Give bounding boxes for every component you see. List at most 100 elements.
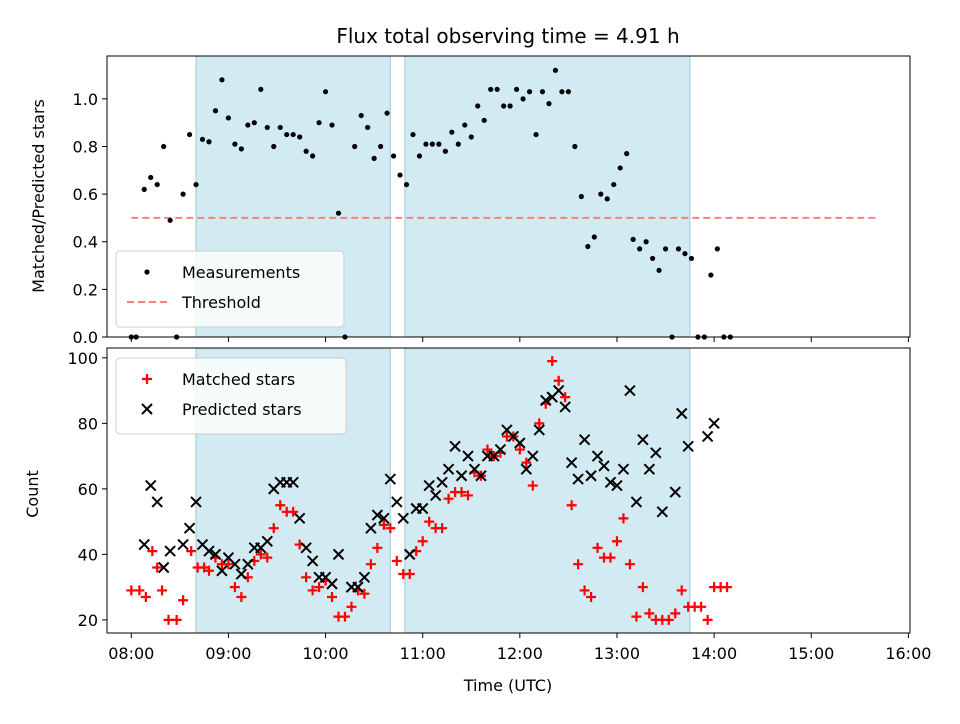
legend: Measurements Threshold: [115, 250, 345, 328]
data-point: [578, 193, 584, 200]
data-point: [591, 450, 604, 462]
data-point: [456, 487, 467, 498]
series-predicted-stars: [138, 384, 720, 593]
data-point: [332, 548, 345, 561]
data-point: [199, 136, 206, 142]
data-point: [455, 470, 468, 482]
data-point: [303, 148, 309, 154]
data-point: [494, 86, 500, 92]
data-point: [352, 581, 364, 593]
y-tick-label: 0.8: [73, 137, 98, 156]
data-point: [520, 96, 526, 102]
data-point: [203, 565, 214, 576]
legend-marker: [141, 403, 153, 415]
data-point: [186, 546, 197, 557]
data-point: [702, 614, 713, 625]
data-point: [676, 585, 687, 596]
data-point: [488, 86, 494, 92]
data-point: [592, 542, 603, 553]
data-point: [624, 559, 635, 570]
legend-label: Threshold: [181, 293, 261, 312]
data-point: [245, 122, 251, 128]
data-point: [552, 67, 559, 73]
data-point: [258, 86, 264, 92]
data-point: [404, 569, 415, 580]
data-point: [578, 434, 591, 446]
data-point: [371, 509, 384, 521]
data-point: [559, 89, 565, 95]
data-point: [675, 246, 682, 252]
data-point: [618, 513, 629, 524]
data-point: [223, 559, 234, 570]
data-point: [436, 141, 442, 147]
data-point: [255, 549, 266, 560]
data-point: [559, 401, 571, 413]
data-point: [307, 585, 318, 596]
data-point: [624, 151, 630, 157]
data-point: [424, 516, 435, 527]
data-point: [352, 143, 358, 150]
data-point: [378, 512, 390, 525]
data-point: [403, 181, 410, 188]
data-point: [190, 496, 202, 508]
data-point: [229, 558, 241, 570]
data-point: [494, 443, 507, 456]
data-point: [171, 614, 182, 625]
data-point: [404, 548, 416, 561]
data-point: [416, 153, 423, 159]
data-point: [630, 496, 643, 508]
data-point: [637, 582, 648, 593]
data-point: [335, 210, 342, 216]
data-point: [212, 108, 219, 114]
x-tick-label: 10:00: [303, 644, 349, 663]
data-point: [365, 522, 377, 534]
x-tick-label: 08:00: [108, 644, 154, 663]
x-tick-label: 11:00: [400, 644, 446, 663]
data-point: [455, 141, 461, 147]
data-point: [442, 463, 455, 475]
data-point: [151, 496, 163, 508]
data-point: [242, 558, 254, 570]
data-point: [378, 519, 389, 530]
data-point: [662, 246, 669, 252]
data-point: [277, 124, 283, 131]
data-point: [604, 476, 617, 489]
top-panel: 0.0 0.2 0.4 0.6 0.8 1.0 Measurements Threshold: [73, 55, 911, 347]
data-point: [358, 112, 364, 119]
x-tick-label: 09:00: [205, 644, 251, 663]
data-point: [251, 120, 257, 126]
legend-marker: [142, 374, 152, 384]
data-point: [526, 89, 533, 95]
ylabel-top: Matched/Predicted stars: [29, 99, 48, 293]
x-axis-label: Time (UTC): [463, 676, 552, 695]
legend-label: Matched stars: [182, 370, 295, 389]
data-point: [378, 143, 384, 150]
data-point: [300, 542, 312, 554]
data-point: [676, 407, 688, 420]
data-point: [423, 141, 429, 147]
data-point: [462, 450, 474, 462]
legend-label: Predicted stars: [182, 400, 302, 419]
axes-frame: [106, 55, 911, 338]
data-point: [617, 463, 630, 475]
data-point: [611, 536, 622, 547]
data-point: [521, 457, 532, 468]
data-point: [262, 552, 273, 563]
bottom-panel: 20 40 60 80 100 08:00 09:00 10:00 11:00 12:00 13:0…: [67, 347, 931, 663]
data-point: [624, 384, 636, 397]
data-point: [714, 246, 720, 252]
data-point: [533, 424, 545, 436]
data-point: [384, 473, 397, 485]
data-point: [271, 143, 277, 150]
data-point: [157, 585, 168, 596]
data-point: [514, 437, 526, 449]
data-point: [372, 542, 383, 553]
data-point: [384, 110, 390, 116]
series-measurements: [128, 67, 733, 340]
data-point: [598, 460, 610, 472]
data-point: [501, 103, 507, 109]
data-point: [630, 236, 636, 242]
data-point: [475, 103, 481, 109]
data-point: [643, 463, 656, 475]
